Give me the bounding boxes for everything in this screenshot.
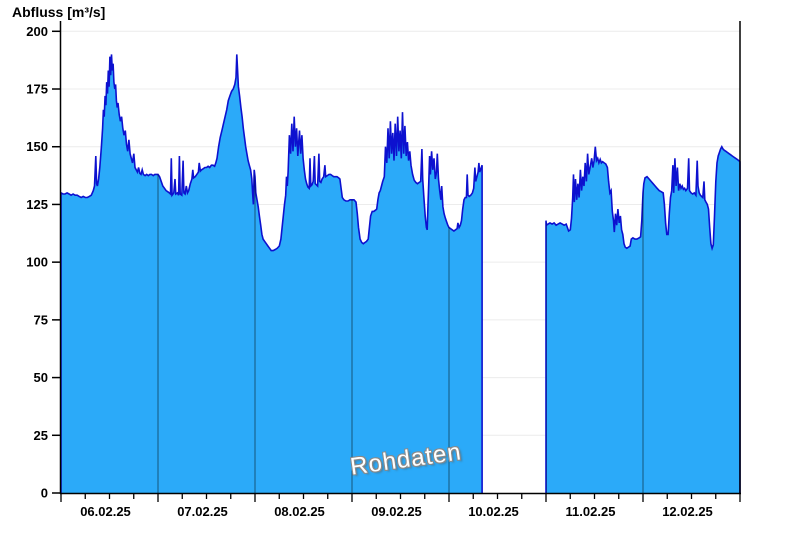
series-line xyxy=(60,54,483,493)
series-rohdaten xyxy=(60,54,741,494)
y-tick-label: 200 xyxy=(26,24,48,39)
y-tick-label: 0 xyxy=(41,486,48,501)
series-area-fill xyxy=(61,54,483,494)
y-tick-label: 100 xyxy=(26,255,48,270)
y-tick-label: 150 xyxy=(26,139,48,154)
y-tick-label: 25 xyxy=(34,428,48,443)
y-tick-label: 125 xyxy=(26,197,48,212)
x-tick-label: 07.02.25 xyxy=(177,504,228,519)
y-tick-label: 50 xyxy=(34,370,48,385)
y-tick-group: 0 25 50 75 100 125 150 175 200 xyxy=(26,24,60,501)
x-tick-label: 09.02.25 xyxy=(371,504,422,519)
y-tick-label: 175 xyxy=(26,82,48,97)
y-axis-title: Abfluss [m³/s] xyxy=(12,4,106,20)
x-tick-label: 12.02.25 xyxy=(662,504,713,519)
y-tick-label: 75 xyxy=(34,312,48,327)
x-tick-label: 06.02.25 xyxy=(80,504,131,519)
x-tick-label: 08.02.25 xyxy=(274,504,325,519)
x-tick-group: 06.02.25 07.02.25 08.02.25 09.02.25 10.02.25… xyxy=(60,494,741,519)
axes xyxy=(59,21,741,495)
x-tick-label: 11.02.25 xyxy=(566,504,616,519)
x-tick-label: 10.02.25 xyxy=(468,504,519,519)
